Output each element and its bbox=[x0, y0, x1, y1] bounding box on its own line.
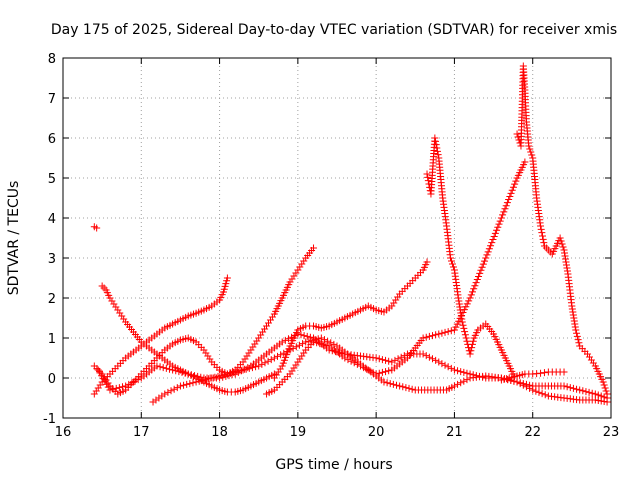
y-tick-label: 8 bbox=[48, 52, 56, 67]
x-axis-label: GPS time / hours bbox=[275, 457, 392, 473]
y-tick-label: 5 bbox=[48, 172, 56, 187]
x-tick-label: 21 bbox=[446, 425, 463, 440]
y-tick-label: 2 bbox=[48, 292, 56, 307]
y-axis-label: SDTVAR / TECUs bbox=[6, 181, 22, 296]
sdtvar-chart: 16 17 18 19 20 21 22 23-1012345678 Day 175 of 2… bbox=[0, 0, 640, 480]
y-tick-label: 4 bbox=[48, 212, 56, 227]
x-tick-label: 20 bbox=[368, 425, 385, 440]
x-tick-label: 16 bbox=[55, 425, 72, 440]
y-tick-label: 6 bbox=[48, 132, 56, 147]
y-tick-label: 1 bbox=[48, 332, 56, 347]
y-tick-label: 7 bbox=[48, 92, 56, 107]
x-tick-label: 23 bbox=[603, 425, 620, 440]
x-tick-label: 17 bbox=[133, 425, 150, 440]
chart-title: Day 175 of 2025, Sidereal Day-to-day VTE… bbox=[51, 22, 617, 38]
x-tick-label: 18 bbox=[211, 425, 228, 440]
y-tick-label: -1 bbox=[43, 412, 56, 427]
x-tick-label: 22 bbox=[524, 425, 541, 440]
y-tick-label: 3 bbox=[48, 252, 56, 267]
x-tick-label: 19 bbox=[290, 425, 307, 440]
y-tick-label: 0 bbox=[48, 372, 56, 387]
